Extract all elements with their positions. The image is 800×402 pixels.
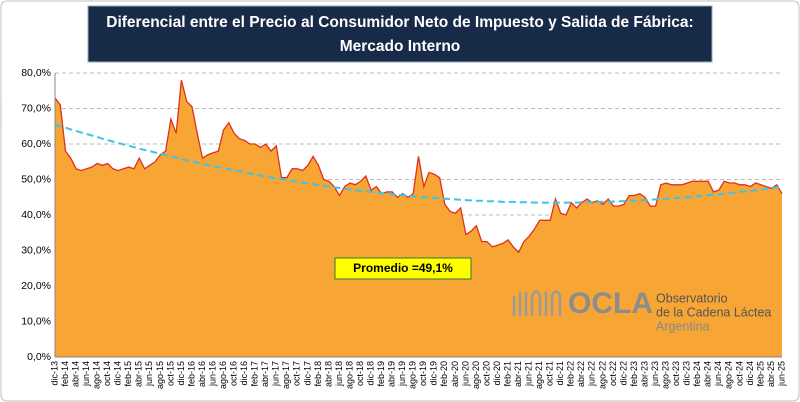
plot-area: 0,0% 10,0% 20,0% 30,0% 40,0% 50,0% 60,0% 70,0% 8… — [21, 67, 786, 389]
x-tick-label: feb-16 — [186, 361, 196, 387]
x-tick-label: jun-17 — [271, 361, 281, 387]
x-tick-label: oct-17 — [292, 361, 302, 386]
y-tick-label: 20,0% — [21, 280, 51, 292]
x-tick-label: dic-20 — [492, 361, 502, 386]
x-tick-label: dic-18 — [365, 361, 375, 386]
x-tick-label: ago-20 — [471, 361, 481, 389]
y-tick-label: 60,0% — [21, 138, 51, 150]
x-tick-label: oct-19 — [418, 361, 428, 386]
x-tick-label: feb-23 — [629, 361, 639, 387]
x-tick-label: abr-23 — [639, 361, 649, 387]
x-tick-label: oct-18 — [355, 361, 365, 386]
x-tick-label: dic-24 — [745, 361, 755, 386]
x-tick-label: feb-22 — [566, 361, 576, 387]
x-tick-label: feb-18 — [313, 361, 323, 387]
y-tick-label: 0,0% — [27, 351, 51, 363]
x-tick-label: abr-25 — [766, 361, 776, 387]
trend-line — [54, 123, 783, 204]
x-tick-label: ago-15 — [155, 361, 165, 389]
y-tick-label: 70,0% — [21, 102, 51, 114]
x-tick-label: oct-16 — [228, 361, 238, 386]
x-tick-label: feb-17 — [250, 361, 260, 387]
logo-text: de la Cadena Láctea — [656, 305, 771, 319]
x-tick-label: jun-19 — [397, 361, 407, 387]
logo-icon — [512, 290, 562, 316]
x-tick-label: jun-16 — [207, 361, 217, 387]
x-tick-label: dic-16 — [239, 361, 249, 386]
x-tick-label: oct-23 — [671, 361, 681, 386]
x-tick-label: abr-17 — [260, 361, 270, 387]
x-tick-label: oct-24 — [734, 361, 744, 386]
logo-text: Observatorio — [656, 291, 728, 305]
x-tick-label: abr-19 — [387, 361, 397, 387]
x-tick-label: ago-16 — [218, 361, 228, 389]
x-tick-label: jun-23 — [650, 361, 660, 387]
chart-title: Diferencial entre el Precio al Consumido… — [106, 14, 693, 31]
x-tick-label: feb-20 — [439, 361, 449, 387]
x-tick-label: dic-13 — [49, 361, 59, 386]
x-tick-label: dic-14 — [113, 361, 123, 386]
x-tick-label: ago-24 — [724, 361, 734, 389]
x-tick-label: feb-15 — [123, 361, 133, 387]
x-tick-label: abr-22 — [576, 361, 586, 387]
x-tick-label: ago-19 — [408, 361, 418, 389]
x-tick-label: abr-18 — [323, 361, 333, 387]
x-tick-label: feb-14 — [60, 361, 70, 387]
x-tick-label: ago-17 — [281, 361, 291, 389]
x-tick-label: oct-21 — [545, 361, 555, 386]
x-tick-label: dic-19 — [429, 361, 439, 386]
y-tick-label: 50,0% — [21, 173, 51, 185]
x-tick-label: abr-16 — [197, 361, 207, 387]
annotation: Promedio =49,1% — [353, 261, 453, 275]
x-tick-label: abr-24 — [703, 361, 713, 387]
y-tick-label: 10,0% — [21, 315, 51, 327]
x-tick-label: feb-25 — [755, 361, 765, 387]
x-tick-label: jun-22 — [587, 361, 597, 387]
x-tick-label: oct-22 — [608, 361, 618, 386]
x-tick-label: oct-15 — [165, 361, 175, 386]
logo: OCLA Observatorio de la Cadena Láctea Ar… — [512, 287, 771, 333]
x-tick-label: abr-20 — [450, 361, 460, 387]
y-tick-label: 80,0% — [21, 67, 51, 79]
logo-text: Argentina — [656, 319, 710, 333]
x-tick-label: feb-21 — [502, 361, 512, 387]
chart-subtitle: Mercado Interno — [340, 38, 461, 55]
y-tick-label: 30,0% — [21, 244, 51, 256]
area-line — [54, 79, 783, 254]
x-tick-label: dic-21 — [555, 361, 565, 386]
x-tick-label: dic-17 — [302, 361, 312, 386]
x-tick-label: ago-18 — [344, 361, 354, 389]
x-tick-label: jun-18 — [334, 361, 344, 387]
annotation-box — [334, 257, 472, 280]
x-tick-label: jun-25 — [776, 361, 786, 387]
logo-text: OCLA — [568, 287, 653, 320]
x-tick-label: oct-14 — [102, 361, 112, 386]
area — [55, 80, 782, 357]
x-tick-label: ago-14 — [91, 361, 101, 389]
x-tick-label: feb-19 — [376, 361, 386, 387]
x-tick-label: abr-21 — [513, 361, 523, 387]
x-tick-label: jun-24 — [713, 361, 723, 387]
x-tick-label: abr-15 — [134, 361, 144, 387]
title-box — [87, 5, 713, 63]
x-tick-label: ago-23 — [660, 361, 670, 389]
x-tick-label: feb-24 — [692, 361, 702, 387]
x-tick-label: jun-15 — [144, 361, 154, 387]
x-tick-label: dic-23 — [682, 361, 692, 386]
x-tick-label: jun-14 — [81, 361, 91, 387]
x-tick-label: oct-20 — [481, 361, 491, 386]
x-tick-label: jun-21 — [523, 361, 533, 387]
x-tick-label: jun-20 — [460, 361, 470, 387]
x-tick-label: dic-22 — [618, 361, 628, 386]
x-tick-label: ago-21 — [534, 361, 544, 389]
y-tick-label: 40,0% — [21, 209, 51, 221]
x-tick-label: ago-22 — [597, 361, 607, 389]
x-tick-label: dic-15 — [176, 361, 186, 386]
x-tick-label: abr-14 — [70, 361, 80, 387]
